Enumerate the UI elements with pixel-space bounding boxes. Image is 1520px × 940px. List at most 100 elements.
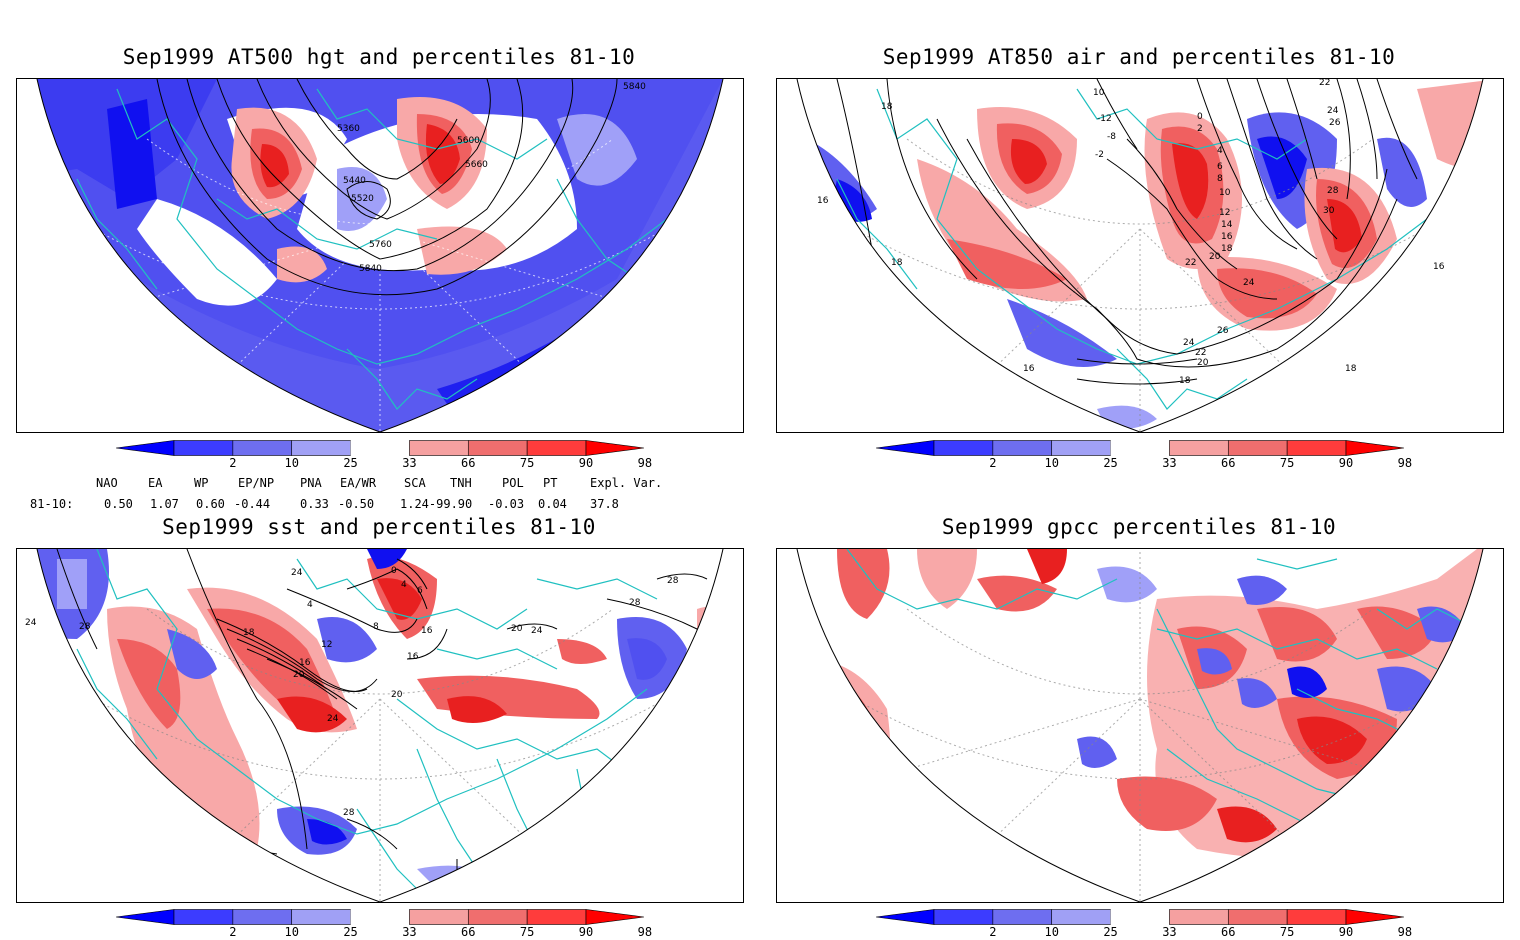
colorbar-swatch bbox=[291, 440, 351, 456]
colorbar-swatch bbox=[933, 440, 994, 456]
map-at850-air: 18 10 22 24 26 -12 0 2 -8 -2 4 6 8 10 12… bbox=[776, 78, 1504, 433]
tc-header-pol: POL bbox=[502, 476, 524, 490]
contour-label: 18 bbox=[1345, 364, 1357, 374]
contour-label: 5840 bbox=[359, 264, 382, 274]
contour-label: 30 bbox=[1323, 206, 1335, 216]
colorbar-tick-label: 33 bbox=[1162, 456, 1177, 470]
panel-title-sst: Sep1999 sst and percentiles 81-10 bbox=[162, 515, 596, 539]
contour-label: 18 bbox=[243, 628, 255, 638]
colorbar-swatches bbox=[115, 909, 645, 925]
contour-label: 5600 bbox=[457, 136, 480, 146]
tc-value-ea: 1.07 bbox=[150, 497, 179, 511]
contour-label: 24 bbox=[25, 618, 37, 628]
contour-label: 18 bbox=[881, 102, 893, 112]
contour-label: 0 bbox=[391, 566, 397, 576]
colorbar-tick-label: 90 bbox=[1338, 925, 1354, 939]
colorbar-tick-label: 90 bbox=[578, 925, 594, 939]
colorbar-tick-label: 10 bbox=[1044, 456, 1059, 470]
contour-label: 20 bbox=[293, 670, 305, 680]
colorbar-swatch bbox=[526, 440, 587, 456]
colorbar-swatches bbox=[115, 440, 645, 456]
contour-label: 4 bbox=[1217, 146, 1223, 156]
contour-label: 24 bbox=[291, 568, 303, 578]
colorbar-swatch bbox=[1227, 440, 1288, 456]
colorbar-sst: 2 10 25 33 66 75 90 98 bbox=[115, 909, 652, 939]
colorbar-swatch bbox=[1227, 909, 1288, 925]
colorbar-tick-label: 33 bbox=[1162, 925, 1177, 939]
contour-label: 24 bbox=[327, 714, 339, 724]
tc-value-epnp: -0.44 bbox=[234, 497, 271, 511]
colorbar-swatches bbox=[875, 909, 1405, 925]
colorbar-swatch bbox=[409, 909, 469, 925]
colorbar-swatch bbox=[933, 909, 994, 925]
contour-label: 18 bbox=[1221, 244, 1233, 254]
contour-label: 5760 bbox=[369, 240, 392, 250]
colorbar-tick-label: 98 bbox=[1397, 925, 1413, 939]
contour-label: 22 bbox=[1195, 348, 1206, 358]
contour-label: 6 bbox=[1217, 162, 1223, 172]
colorbar-swatch bbox=[1110, 440, 1170, 456]
colorbar-swatch bbox=[992, 909, 1053, 925]
colorbar-tick-label: 90 bbox=[1338, 456, 1354, 470]
colorbar-tick-label: 33 bbox=[402, 456, 417, 470]
contour-label: 20 bbox=[1197, 358, 1209, 368]
tc-header-tnh: TNH bbox=[450, 476, 472, 490]
contour-label: -8 bbox=[1107, 132, 1116, 142]
tc-value-pna: 0.33 bbox=[300, 497, 329, 511]
tc-value-wp: 0.60 bbox=[196, 497, 225, 511]
tc-header-epnp: EP/NP bbox=[238, 476, 275, 490]
colorbar-tick-label: 66 bbox=[461, 925, 476, 939]
contour-label: 6 bbox=[417, 586, 423, 596]
contour-label: 16 bbox=[1221, 232, 1233, 242]
tc-value-nao: 0.50 bbox=[104, 497, 133, 511]
contour-label: 18 bbox=[891, 258, 903, 268]
colorbar-arrow-low bbox=[875, 909, 935, 925]
contour-label: 5360 bbox=[337, 124, 360, 134]
colorbar-swatch bbox=[467, 909, 528, 925]
colorbar-tick-label: 25 bbox=[1103, 925, 1118, 939]
colorbar-tick-label: 25 bbox=[343, 456, 358, 470]
colorbar-swatch bbox=[1051, 440, 1111, 456]
contour-label: 8 bbox=[1217, 174, 1223, 184]
colorbar-arrow-low bbox=[115, 909, 175, 925]
colorbar-swatch bbox=[526, 909, 587, 925]
colorbar-swatches bbox=[875, 440, 1405, 456]
contour-label: 4 bbox=[401, 580, 407, 590]
tc-value-explvar: 37.8 bbox=[590, 497, 619, 511]
colorbar-swatch bbox=[350, 440, 410, 456]
contour-label: 24 bbox=[1327, 106, 1339, 116]
colorbar-arrow-high bbox=[1345, 909, 1405, 925]
tc-header-explvar: Expl. Var. bbox=[590, 476, 663, 490]
colorbar-swatch bbox=[1051, 909, 1111, 925]
colorbar-tick-label: 10 bbox=[1044, 925, 1059, 939]
colorbar-swatch bbox=[409, 440, 469, 456]
contour-label: 24 bbox=[531, 626, 543, 636]
contour-label: 24 bbox=[1243, 278, 1255, 288]
contour-label: 20 bbox=[391, 690, 403, 700]
colorbar-tick-label: 33 bbox=[402, 925, 417, 939]
colorbar-swatch bbox=[1169, 440, 1229, 456]
contour-label: 28 bbox=[343, 808, 355, 818]
contour-label: 16 bbox=[817, 196, 829, 206]
contour-label: -12 bbox=[1097, 114, 1112, 124]
colorbar-arrow-low bbox=[875, 440, 935, 456]
contour-label: 10 bbox=[1219, 188, 1231, 198]
contour-label: 20 bbox=[511, 624, 523, 634]
colorbar-tick-label: 75 bbox=[519, 925, 535, 939]
contour-label: 28 bbox=[79, 622, 91, 632]
colorbar-tick-label: 10 bbox=[284, 925, 299, 939]
colorbar-at850: 2 10 25 33 66 75 90 98 bbox=[875, 440, 1412, 470]
contour-label: 28 bbox=[667, 576, 679, 586]
contour-label: 28 bbox=[629, 598, 641, 608]
colorbar-gpcc: 2 10 25 33 66 75 90 98 bbox=[875, 909, 1412, 939]
contour-label: 16 bbox=[1433, 262, 1445, 272]
colorbar-swatch bbox=[232, 909, 293, 925]
colorbar-swatch bbox=[1110, 909, 1170, 925]
colorbar-tick-label: 66 bbox=[1221, 456, 1236, 470]
colorbar-tick-label: 98 bbox=[1397, 456, 1413, 470]
contour-label: 26 bbox=[1217, 326, 1229, 336]
panel-title-at850: Sep1999 AT850 air and percentiles 81-10 bbox=[882, 45, 1396, 69]
panel-title-gpcc: Sep1999 gpcc percentiles 81-10 bbox=[941, 515, 1337, 539]
contour-label: 18 bbox=[1179, 376, 1191, 386]
colorbar-tick-label: 66 bbox=[461, 456, 476, 470]
